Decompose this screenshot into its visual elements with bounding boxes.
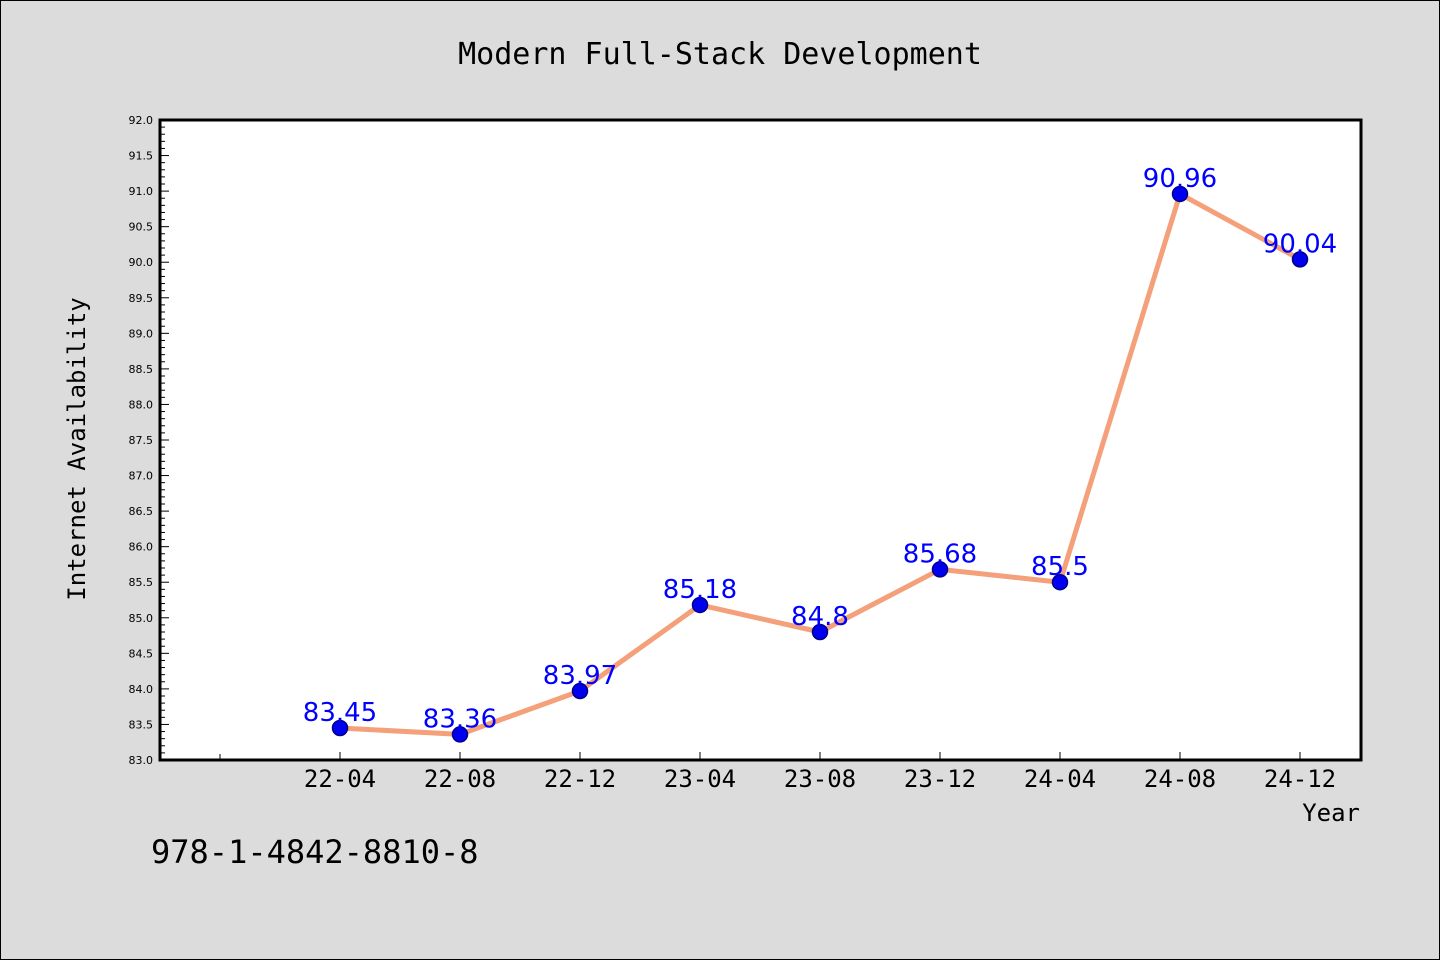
y-tick-label: 87.0 xyxy=(129,470,154,483)
y-tick-label: 92.0 xyxy=(129,114,154,127)
y-tick-label: 91.5 xyxy=(129,150,154,163)
y-tick-label: 89.0 xyxy=(129,327,154,340)
x-tick-label: 22-08 xyxy=(424,765,496,793)
y-tick-label: 87.5 xyxy=(129,434,154,447)
y-tick-label: 86.0 xyxy=(129,541,154,554)
y-tick-label: 89.5 xyxy=(129,292,154,305)
y-tick-label: 84.5 xyxy=(129,647,154,660)
data-label: 83.36 xyxy=(423,704,497,734)
data-point xyxy=(331,719,349,737)
y-tick-label: 90.5 xyxy=(129,221,154,234)
chart-title: Modern Full-Stack Development xyxy=(458,37,982,72)
data-label: 83.97 xyxy=(543,661,617,691)
x-axis-title: Year xyxy=(1302,799,1360,827)
data-point xyxy=(571,682,589,700)
data-label: 90.04 xyxy=(1263,229,1337,259)
y-tick-label: 88.5 xyxy=(129,363,154,376)
data-label: 83.45 xyxy=(303,698,377,728)
data-point xyxy=(1051,573,1069,591)
x-tick-label: 22-12 xyxy=(544,765,616,793)
y-tick-label: 90.0 xyxy=(129,256,154,269)
data-label: 85.18 xyxy=(663,575,737,605)
data-labels: 83.45 83.36 83.97 85.18 84.8 85.68 85.5 90.96 90… xyxy=(303,164,1337,734)
data-point xyxy=(811,623,829,641)
data-point xyxy=(691,596,709,614)
y-tick-label: 86.5 xyxy=(129,505,154,518)
y-tick-label: 88.0 xyxy=(129,398,154,411)
y-tick-label: 91.0 xyxy=(129,185,154,198)
data-point xyxy=(451,726,469,743)
data-point xyxy=(1171,185,1189,203)
isbn-text: 978-1-4842-8810-8 xyxy=(151,833,479,871)
data-label: 90.96 xyxy=(1143,164,1217,194)
x-tick-label: 24-04 xyxy=(1024,765,1096,793)
data-point xyxy=(931,561,949,578)
y-tick-label: 84.0 xyxy=(129,683,154,696)
x-tick-label: 23-12 xyxy=(904,765,976,793)
data-point xyxy=(1291,251,1309,268)
data-label: 85.68 xyxy=(903,539,977,569)
y-tick-label: 83.0 xyxy=(129,754,154,767)
y-tick-label: 85.0 xyxy=(129,612,154,625)
plot-area xyxy=(158,118,1363,762)
y-tick-label: 85.5 xyxy=(129,576,154,589)
y-axis-title: Internet Availability xyxy=(63,297,91,600)
data-label: 84.8 xyxy=(791,602,849,632)
x-tick-label: 23-04 xyxy=(664,765,736,793)
x-axis: 22-04 22-08 22-12 23-04 23-08 23-12 24-04 24-08… xyxy=(219,752,1336,793)
data-points xyxy=(331,185,1309,743)
x-tick-label: 22-04 xyxy=(304,765,376,793)
y-axis: 83.0 83.5 84.0 84.5 85.0 85.5 86.0 86.5 87.0 87.5… xyxy=(129,114,169,767)
x-tick-label: 24-12 xyxy=(1264,765,1336,793)
x-tick-label: 24-08 xyxy=(1144,765,1216,793)
data-label: 85.5 xyxy=(1031,552,1089,582)
y-tick-label: 83.5 xyxy=(129,718,154,731)
x-tick-label: 23-08 xyxy=(784,765,856,793)
